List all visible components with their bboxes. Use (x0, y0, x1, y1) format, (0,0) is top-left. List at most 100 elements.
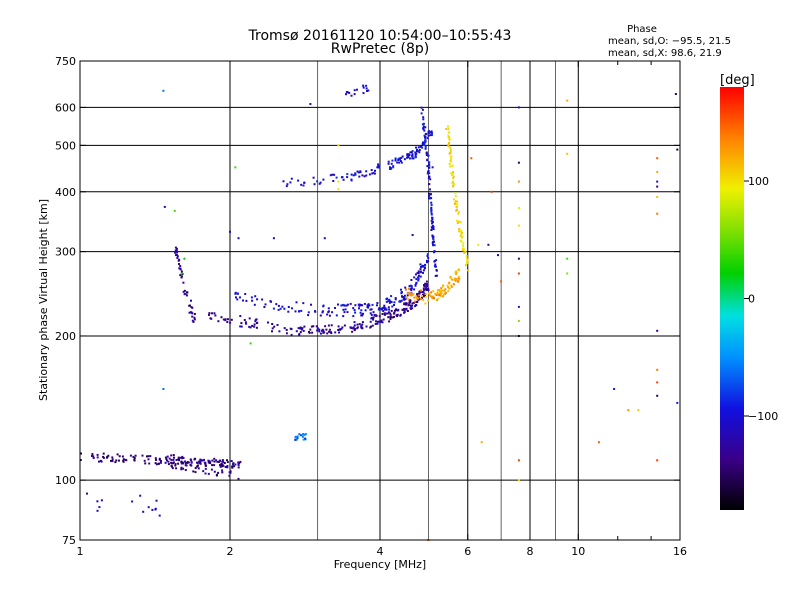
data-point (401, 155, 404, 158)
data-point (411, 234, 414, 236)
data-point (487, 243, 490, 246)
data-point (155, 499, 158, 502)
x-tick-label: 2 (227, 545, 234, 558)
data-point (170, 458, 173, 461)
data-point (226, 459, 228, 462)
data-point (372, 311, 375, 314)
data-point (403, 158, 406, 161)
data-point (160, 460, 162, 462)
data-point (398, 157, 401, 160)
data-point (431, 234, 434, 237)
data-point (428, 294, 431, 296)
data-point (431, 166, 434, 169)
data-point (409, 157, 412, 160)
data-point (447, 145, 450, 148)
data-point (418, 294, 421, 297)
data-point (362, 92, 365, 95)
data-point (401, 295, 403, 298)
data-point (422, 118, 425, 121)
y-tick-label: 300 (55, 246, 76, 259)
data-point (420, 145, 423, 148)
data-point (158, 457, 161, 460)
data-point (412, 293, 415, 296)
data-point (340, 327, 343, 330)
data-point (423, 143, 426, 146)
data-point (116, 453, 119, 456)
data-point (342, 308, 345, 311)
data-point (271, 330, 273, 333)
data-point (408, 291, 411, 294)
data-point (319, 181, 322, 184)
data-point (323, 331, 326, 334)
data-point (321, 311, 324, 314)
data-point (184, 292, 187, 295)
data-point (348, 91, 351, 94)
data-point (337, 325, 340, 328)
data-point (417, 279, 420, 282)
data-point (387, 306, 390, 309)
data-point (391, 316, 394, 319)
data-point (656, 381, 659, 384)
data-point (360, 314, 363, 317)
data-point (367, 89, 370, 92)
data-point (430, 203, 433, 206)
data-point (294, 310, 297, 313)
data-point (370, 313, 373, 316)
data-point (455, 272, 458, 275)
data-point (328, 330, 330, 333)
data-point (427, 154, 430, 157)
data-point (337, 180, 340, 183)
data-point (410, 279, 413, 281)
data-point (490, 190, 493, 193)
data-point (179, 267, 182, 270)
data-point (147, 506, 150, 509)
data-point (376, 166, 379, 169)
data-point (240, 322, 243, 325)
data-point (297, 327, 300, 330)
data-point (394, 298, 397, 301)
data-point (343, 304, 346, 307)
data-point (154, 457, 157, 460)
data-point (361, 174, 364, 177)
data-point (383, 304, 386, 307)
data-point (342, 315, 345, 318)
data-point (450, 172, 453, 175)
data-point (411, 302, 414, 305)
data-point (420, 266, 422, 268)
data-point (356, 170, 359, 173)
data-point (337, 188, 340, 191)
data-point (194, 457, 197, 460)
data-point (229, 470, 232, 473)
data-point (102, 456, 105, 459)
data-point (186, 291, 189, 294)
grid (80, 61, 680, 540)
data-point (368, 173, 371, 176)
data-point (302, 433, 305, 435)
data-point (656, 157, 659, 160)
data-point (438, 289, 441, 291)
data-point (448, 137, 451, 140)
data-point (389, 300, 392, 303)
data-point (180, 276, 183, 279)
data-point (423, 129, 426, 132)
data-point (207, 472, 210, 475)
data-point (452, 175, 455, 178)
data-point (432, 290, 435, 293)
data-point (332, 180, 335, 182)
data-point (428, 192, 431, 195)
data-point (115, 459, 118, 462)
data-point (429, 134, 432, 137)
data-point (403, 298, 406, 301)
data-point (462, 244, 465, 247)
data-point (428, 131, 431, 134)
data-point (164, 461, 167, 464)
data-point (147, 455, 150, 458)
data-point (294, 436, 297, 439)
data-point (182, 290, 185, 293)
data-point (221, 471, 224, 474)
y-tick-label: 750 (55, 55, 76, 68)
data-point (237, 237, 240, 240)
data-point (406, 153, 409, 156)
data-point (424, 147, 427, 150)
data-point (435, 294, 438, 296)
